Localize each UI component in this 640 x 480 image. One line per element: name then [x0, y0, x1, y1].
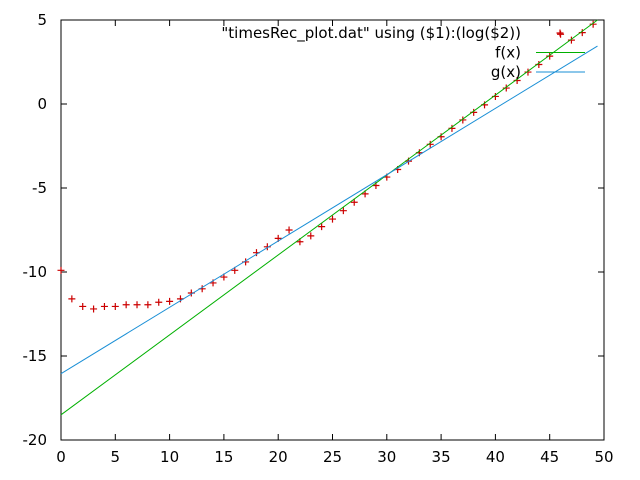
y-tick-label: -5 — [32, 179, 47, 197]
x-tick-label: 35 — [432, 448, 451, 466]
legend-label: f(x) — [495, 44, 521, 62]
data-point — [589, 20, 597, 28]
y-tick-label: -10 — [23, 263, 48, 281]
data-point — [318, 223, 326, 231]
series-line — [60, 19, 598, 416]
data-point — [133, 301, 141, 309]
data-point — [459, 116, 467, 124]
legend: "timesRec_plot.dat" using ($1):(log($2))… — [221, 24, 585, 81]
data-point — [307, 232, 315, 240]
data-point — [111, 302, 119, 310]
x-tick-label: 15 — [214, 448, 233, 466]
data-point — [166, 297, 174, 305]
data-point — [122, 301, 130, 309]
legend-marker — [556, 29, 564, 37]
data-point — [350, 198, 358, 206]
data-point — [68, 295, 76, 303]
series-layer — [57, 19, 598, 416]
y-tick-label: 0 — [37, 95, 47, 113]
axis-ticks: 0 5 10 15 20 25 30 35 40 45 50 -20 -15 -10 -5 0 5 — [23, 11, 614, 466]
x-tick-label: 50 — [594, 448, 613, 466]
x-tick-label: 45 — [540, 448, 559, 466]
legend-label: "timesRec_plot.dat" using ($1):(log($2)) — [221, 24, 521, 43]
plot-frame — [60, 19, 605, 441]
series-line — [60, 45, 598, 375]
data-point — [79, 302, 87, 310]
data-point — [502, 84, 510, 92]
data-point — [155, 298, 163, 306]
legend-label: g(x) — [491, 63, 521, 81]
x-tick-label: 25 — [323, 448, 342, 466]
y-tick-label: -20 — [23, 431, 48, 449]
x-tick-label: 10 — [160, 448, 179, 466]
data-point — [567, 36, 575, 44]
series-2 — [60, 45, 598, 375]
y-tick-label: -15 — [23, 347, 48, 365]
x-tick-label: 30 — [377, 448, 396, 466]
data-point — [546, 52, 554, 60]
x-tick-label: 40 — [486, 448, 505, 466]
data-point — [90, 305, 98, 313]
data-point — [524, 68, 532, 76]
data-point — [339, 207, 347, 215]
series-1 — [60, 19, 598, 416]
data-point — [57, 266, 65, 274]
x-tick-label: 0 — [56, 448, 66, 466]
data-point — [100, 302, 108, 310]
x-tick-label: 5 — [111, 448, 121, 466]
y-tick-label: 5 — [37, 11, 47, 29]
x-tick-label: 20 — [269, 448, 288, 466]
data-point — [144, 301, 152, 309]
data-point — [285, 226, 293, 234]
data-point — [329, 215, 336, 223]
